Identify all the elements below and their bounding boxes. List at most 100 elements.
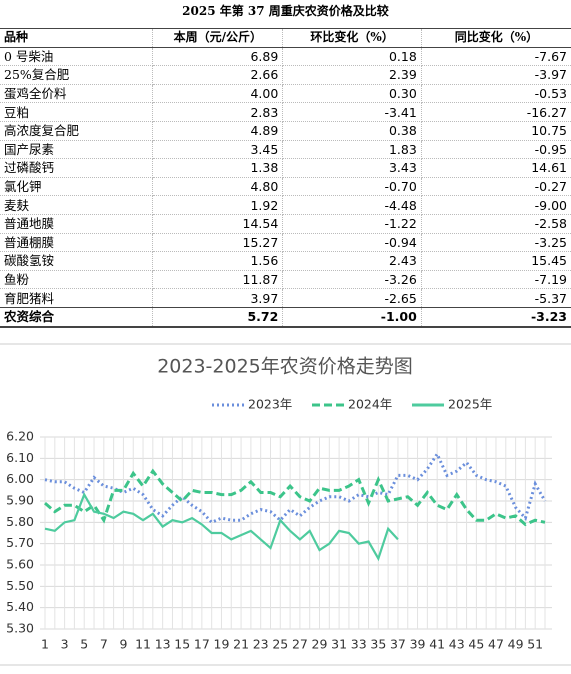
y-tick-label: 5.50 xyxy=(6,578,34,593)
legend-label: 2024年 xyxy=(348,397,392,412)
table-cell: 1.83 xyxy=(282,140,422,160)
table-cell: 蛋鸡全价料 xyxy=(0,84,154,104)
x-tick-label: 47 xyxy=(488,637,504,652)
table-cell: -4.48 xyxy=(282,195,422,215)
y-tick-label: 6.00 xyxy=(6,471,34,486)
x-tick-label: 19 xyxy=(214,637,230,652)
table-cell: -0.70 xyxy=(282,177,422,197)
table-row: 高浓度复合肥 4.89 0.38 10.75 xyxy=(0,121,571,141)
x-tick-label: 41 xyxy=(429,637,445,652)
table-cell: -1.00 xyxy=(282,306,422,328)
table-row: 25%复合肥 2.66 2.39 -3.97 xyxy=(0,65,571,85)
x-tick-label: 15 xyxy=(174,637,190,652)
x-tick-label: 45 xyxy=(468,637,484,652)
table-cell: 麦麸 xyxy=(0,195,154,215)
table-row: 国产尿素 3.45 1.83 -0.95 xyxy=(0,140,571,160)
table-cell: -7.19 xyxy=(421,270,571,290)
table-row: 碳酸氢铵 1.56 2.43 15.45 xyxy=(0,251,571,271)
x-tick-label: 33 xyxy=(351,637,367,652)
table-cell: 2.39 xyxy=(282,65,422,85)
table-cell: 品种 xyxy=(0,28,154,48)
chart-title: 2023-2025年农资价格走势图 xyxy=(157,356,413,378)
series-line xyxy=(44,492,399,562)
table-cell: 0.38 xyxy=(282,121,422,141)
table-cell: 氯化钾 xyxy=(0,177,154,197)
x-tick-label: 29 xyxy=(312,637,328,652)
table-row: 豆粕 2.83 -3.41 -16.27 xyxy=(0,102,571,122)
table-cell: -9.00 xyxy=(421,195,571,215)
x-tick-label: 11 xyxy=(135,637,151,652)
y-tick-label: 5.70 xyxy=(6,535,34,550)
table-cell: 2.43 xyxy=(282,251,422,271)
x-tick-label: 43 xyxy=(449,637,465,652)
table-cell: 6.89 xyxy=(152,47,284,67)
table-cell: 5.72 xyxy=(152,306,284,328)
table-cell: -0.53 xyxy=(421,84,571,104)
x-tick-label: 17 xyxy=(194,637,210,652)
table-row: 过磷酸钙 1.38 3.43 14.61 xyxy=(0,158,571,178)
table-cell: 11.87 xyxy=(152,270,284,290)
y-tick-label: 5.90 xyxy=(6,493,34,508)
table-cell: 15.45 xyxy=(421,251,571,271)
table-cell: 10.75 xyxy=(421,121,571,141)
table-cell: 普通棚膜 xyxy=(0,233,154,253)
table-cell: 同比变化（%） xyxy=(421,28,571,48)
table-cell: -3.23 xyxy=(421,306,571,328)
table-cell: 环比变化（%） xyxy=(282,28,422,48)
table-cell: 14.54 xyxy=(152,214,284,234)
table-row: 育肥猪料 3.97 -2.65 -5.37 xyxy=(0,288,571,308)
x-tick-label: 5 xyxy=(80,637,88,652)
table-cell: 国产尿素 xyxy=(0,140,154,160)
table-cell: 豆粕 xyxy=(0,102,154,122)
table-row: 氯化钾 4.80 -0.70 -0.27 xyxy=(0,177,571,197)
table-cell: 农资综合 xyxy=(0,306,154,328)
table-cell: 3.45 xyxy=(152,140,284,160)
legend-label: 2025年 xyxy=(448,397,492,412)
table-row: 0 号柴油 6.89 0.18 -7.67 xyxy=(0,47,571,67)
x-tick-label: 27 xyxy=(292,637,308,652)
table-row: 普通地膜 14.54 -1.22 -2.58 xyxy=(0,214,571,234)
table-row: 普通棚膜 15.27 -0.94 -3.25 xyxy=(0,233,571,253)
table-cell: -0.27 xyxy=(421,177,571,197)
table-cell: 3.43 xyxy=(282,158,422,178)
legend-label: 2023年 xyxy=(248,397,292,412)
series-line xyxy=(44,468,546,527)
x-tick-label: 51 xyxy=(527,637,543,652)
x-tick-label: 21 xyxy=(233,637,249,652)
y-tick-label: 6.20 xyxy=(6,429,34,444)
table-cell: 1.38 xyxy=(152,158,284,178)
x-tick-label: 35 xyxy=(370,637,386,652)
table-cell: 0.30 xyxy=(282,84,422,104)
x-tick-label: 13 xyxy=(155,637,171,652)
table-row: 麦麸 1.92 -4.48 -9.00 xyxy=(0,195,571,215)
x-tick-label: 7 xyxy=(100,637,108,652)
table-cell: 高浓度复合肥 xyxy=(0,121,154,141)
table-cell: -3.26 xyxy=(282,270,422,290)
table-row: 农资综合 5.72 -1.00 -3.23 xyxy=(0,306,571,328)
table-cell: 14.61 xyxy=(421,158,571,178)
x-tick-label: 31 xyxy=(331,637,347,652)
table-cell: 0 号柴油 xyxy=(0,47,154,67)
table-cell: 4.89 xyxy=(152,121,284,141)
table-cell: 本周（元/公斤） xyxy=(152,28,284,48)
table-cell: 2.66 xyxy=(152,65,284,85)
table-cell: 3.97 xyxy=(152,288,284,308)
price-table: 品种 本周（元/公斤） 环比变化（%） 同比变化（%） 0 号柴油 6.89 0.18 -7.… xyxy=(0,28,571,328)
x-tick-label: 37 xyxy=(390,637,406,652)
x-tick-label: 49 xyxy=(508,637,524,652)
table-cell: -3.41 xyxy=(282,102,422,122)
x-tick-label: 3 xyxy=(61,637,69,652)
y-tick-label: 5.60 xyxy=(6,557,34,572)
table-cell: 育肥猪料 xyxy=(0,288,154,308)
table-cell: 25%复合肥 xyxy=(0,65,154,85)
table-row: 蛋鸡全价料 4.00 0.30 -0.53 xyxy=(0,84,571,104)
table-cell: 鱼粉 xyxy=(0,270,154,290)
table-cell: 0.18 xyxy=(282,47,422,67)
x-tick-label: 23 xyxy=(253,637,269,652)
table-cell: -1.22 xyxy=(282,214,422,234)
table-row: 鱼粉 11.87 -3.26 -7.19 xyxy=(0,270,571,290)
table-cell: 过磷酸钙 xyxy=(0,158,154,178)
x-tick-label: 25 xyxy=(272,637,288,652)
table-cell: 4.00 xyxy=(152,84,284,104)
table-cell: -5.37 xyxy=(421,288,571,308)
